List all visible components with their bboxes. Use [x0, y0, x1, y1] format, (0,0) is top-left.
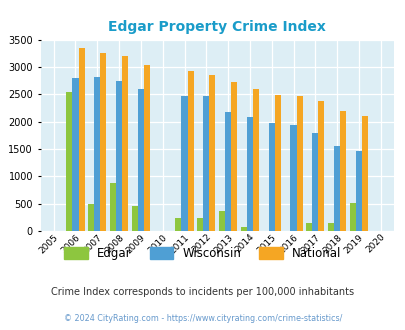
Bar [296, 96, 302, 231]
Bar [131, 206, 138, 231]
Bar [230, 82, 237, 231]
Bar [94, 77, 100, 231]
Bar [197, 218, 203, 231]
Bar [175, 218, 181, 231]
Bar [355, 150, 361, 231]
Bar [318, 101, 324, 231]
Bar [252, 89, 258, 231]
Bar [78, 49, 84, 231]
Legend: Edgar, Wisconsin, National: Edgar, Wisconsin, National [64, 247, 341, 260]
Bar [110, 183, 116, 231]
Bar [187, 71, 193, 231]
Bar [361, 116, 367, 231]
Text: © 2024 CityRating.com - https://www.cityrating.com/crime-statistics/: © 2024 CityRating.com - https://www.city… [64, 314, 341, 323]
Bar [290, 125, 296, 231]
Bar [274, 95, 280, 231]
Bar [209, 75, 215, 231]
Bar [144, 65, 150, 231]
Bar [100, 53, 106, 231]
Bar [349, 203, 355, 231]
Bar [339, 111, 345, 231]
Bar [224, 112, 230, 231]
Bar [138, 89, 144, 231]
Bar [218, 211, 224, 231]
Bar [311, 133, 318, 231]
Bar [203, 96, 209, 231]
Bar [122, 56, 128, 231]
Bar [88, 204, 94, 231]
Bar [246, 117, 252, 231]
Bar [268, 123, 274, 231]
Bar [66, 91, 72, 231]
Text: Crime Index corresponds to incidents per 100,000 inhabitants: Crime Index corresponds to incidents per… [51, 287, 354, 297]
Bar [333, 146, 339, 231]
Bar [240, 227, 246, 231]
Bar [116, 81, 122, 231]
Title: Edgar Property Crime Index: Edgar Property Crime Index [108, 20, 325, 34]
Bar [72, 78, 78, 231]
Bar [327, 223, 333, 231]
Bar [181, 96, 187, 231]
Bar [305, 223, 311, 231]
